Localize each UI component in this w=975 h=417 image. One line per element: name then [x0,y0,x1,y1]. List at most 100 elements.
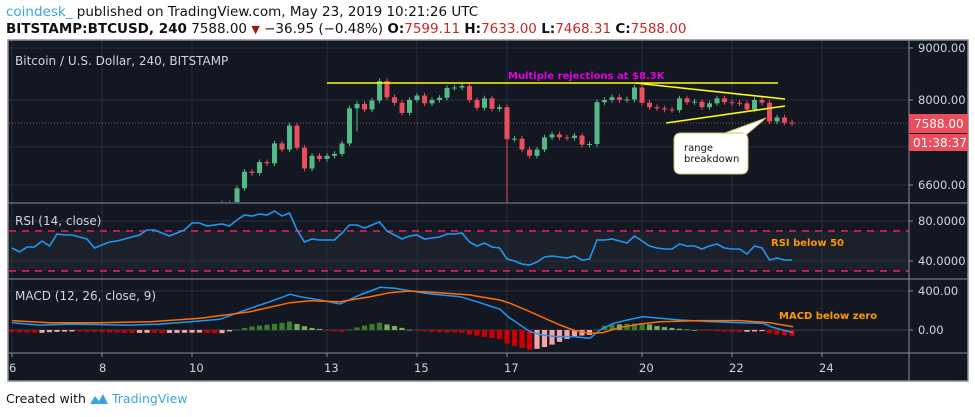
histogram-bar [54,330,60,332]
candle-body [422,95,428,104]
candle [399,100,405,116]
histogram-bar [219,330,225,334]
histogram-bar [189,330,195,333]
price-change: −36.95 (−0.48%) [264,21,384,37]
histogram-bar [16,330,23,333]
time-tick-label: 17 [504,361,519,375]
histogram-bar [391,325,398,330]
histogram-bar [676,328,683,330]
candle-body [624,99,630,101]
candle-body [594,102,600,145]
macd-pane-title: MACD (12, 26, close, 9) [15,289,156,303]
candle-body [437,97,443,100]
candle-body [542,137,548,150]
histogram-bar [511,330,518,346]
histogram-bar [144,330,150,333]
rsi-annotation[interactable]: RSI below 50 [771,238,844,249]
triangle-lower-line[interactable] [665,105,786,124]
candle [737,100,743,106]
histogram-bar [271,323,278,330]
candle-body [759,100,765,103]
candle-body [234,188,240,202]
candle-body [617,97,623,100]
histogram-bar [129,330,135,333]
candle [339,140,345,157]
author-link[interactable]: coindesk_ [6,4,73,20]
candle [564,134,570,141]
histogram-bar [286,321,293,330]
candle-body [519,138,525,150]
triangle-down-icon: ▼ [251,23,260,36]
candle-body [774,117,780,122]
rsi-pane-title: RSI (14, close) [15,214,101,228]
histogram-bar [121,330,128,333]
histogram-bar [376,322,383,330]
candle [317,153,323,162]
triangle-upper-line[interactable] [634,82,786,100]
histogram-bar [69,330,75,332]
candle-body [699,101,705,108]
histogram-bar [436,330,443,333]
histogram-bar [76,330,83,332]
candle [587,141,593,148]
price-tick: 6600.00 [918,178,966,192]
candle-body [302,147,308,169]
candle [474,97,480,111]
histogram-bar [661,327,668,330]
candle [407,97,413,116]
publish-line: coindesk_ published on TradingView.com, … [6,4,478,20]
histogram-bar [39,330,45,333]
candle-body [609,97,615,100]
range-breakdown-callout[interactable]: range breakdown [673,117,767,175]
histogram-bar [294,323,300,330]
candle-body [257,162,263,174]
histogram-bar [721,330,728,332]
candle [549,131,555,141]
candle-body [557,134,563,138]
time-tick-label: 13 [324,361,339,375]
candle [527,146,533,159]
annotations[interactable] [327,82,786,124]
tradingview-link[interactable]: TradingView [111,391,188,406]
candle [229,200,231,202]
price-axis[interactable]: 9000.00 8000.00 6600.00 7588.00 01:38:37… [909,41,968,337]
histogram-bar [196,330,203,333]
callout-line-2: breakdown [684,154,739,165]
time-axis[interactable]: 6 8 10 13 15 17 20 22 24 [9,353,834,375]
histogram-bar [691,329,698,331]
candle [422,92,428,106]
candle [624,96,630,103]
histogram-bar [346,329,353,331]
histogram-bar [646,324,653,330]
candle-body [249,171,255,174]
candle-body [399,102,405,113]
histogram-bar [481,330,488,337]
rsi-tick: 40.0000 [918,254,966,268]
macd-annotation[interactable]: MACD below zero [779,311,877,322]
price-tick: 8000.00 [918,93,966,107]
candle-body [767,102,773,122]
histogram-bar [489,330,495,338]
candle-body [377,81,383,101]
histogram-bar [571,330,578,337]
histogram-bar [459,330,465,333]
resistance-label[interactable]: Multiple rejections at $8.3K [508,71,666,82]
candle [489,95,495,112]
candle-body [339,143,345,154]
candle-body [324,155,330,159]
candle [639,84,645,106]
candle-body [354,103,360,109]
countdown-badge [909,134,968,151]
high-label: H: [464,21,482,37]
macd-tick: 0.00 [918,323,944,337]
candle [294,122,300,151]
candle [347,105,353,147]
candle [684,95,690,105]
created-with-label: Created with [6,391,86,406]
histogram-bar [669,327,675,330]
histogram-bar [504,330,510,344]
macd-tick: 400.00 [918,284,958,298]
candle-body [549,134,555,138]
candle-body [362,103,368,110]
